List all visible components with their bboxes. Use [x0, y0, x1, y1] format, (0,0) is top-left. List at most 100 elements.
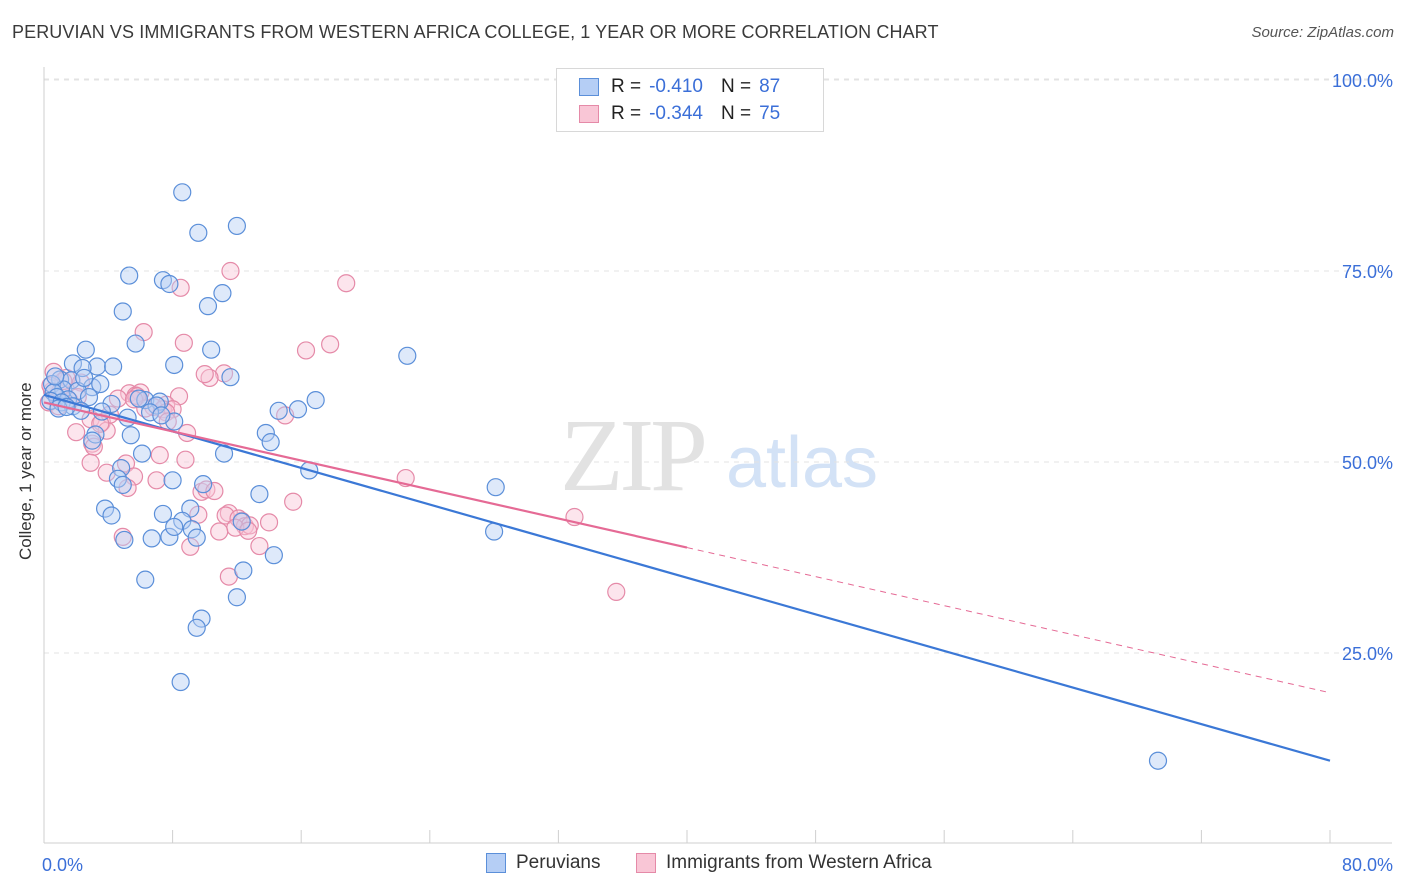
series-peruvians-points	[41, 183, 1168, 770]
legend-swatch-western-africa	[579, 105, 599, 123]
legend-r-value: -0.344	[649, 103, 703, 124]
data-point-peruvians	[46, 367, 65, 386]
data-point-peruvians	[173, 183, 192, 202]
data-point-peruvians	[234, 561, 253, 580]
data-point-peruvians	[227, 588, 246, 607]
data-point-peruvians	[232, 512, 251, 531]
x-tick-label-max: 80.0%	[1342, 855, 1393, 875]
bottom-legend-swatch-western-africa	[636, 853, 656, 873]
trendline-western-africa-extrapolated	[686, 547, 1331, 694]
data-point-peruvians	[189, 223, 208, 242]
legend-n-value: 87	[759, 76, 781, 97]
data-point-peruvians	[129, 389, 148, 408]
data-point-peruvians	[136, 570, 155, 589]
data-point-peruvians	[182, 520, 201, 539]
data-point-western-africa	[210, 522, 229, 541]
data-point-peruvians	[102, 394, 121, 414]
data-point-western-africa	[607, 582, 626, 601]
data-point-peruvians	[104, 357, 123, 376]
data-point-peruvians	[227, 216, 246, 236]
data-point-western-africa	[192, 482, 211, 501]
data-point-peruvians	[250, 484, 269, 504]
correlation-legend: R = -0.410 N = 87 R = -0.344 N = 75	[556, 68, 824, 132]
trendline-western-africa	[43, 401, 688, 549]
data-point-western-africa	[118, 478, 137, 498]
data-point-peruvians	[113, 302, 132, 321]
data-point-peruvians	[83, 431, 102, 450]
data-point-western-africa	[195, 365, 214, 384]
data-point-peruvians	[192, 609, 211, 628]
trendlines	[43, 393, 1331, 762]
legend-swatch-peruvians	[579, 78, 599, 96]
data-point-peruvians	[187, 618, 206, 637]
data-point-peruvians	[202, 340, 221, 359]
data-point-western-africa	[113, 527, 132, 546]
data-point-western-africa	[176, 450, 195, 469]
data-point-peruvians	[121, 426, 140, 445]
bottom-legend-label-western-africa: Immigrants from Western Africa	[666, 852, 932, 873]
data-point-western-africa	[296, 341, 316, 360]
data-point-western-africa	[284, 492, 303, 511]
bottom-legend-peruvians: Peruvians	[486, 852, 601, 874]
legend-n-label: N =	[720, 76, 752, 97]
data-point-peruvians	[147, 396, 166, 415]
y-tick-label: 50.0%	[1342, 453, 1393, 473]
legend-row-western-africa: R = -0.344 N = 75	[579, 102, 780, 126]
data-point-peruvians	[288, 400, 308, 419]
legend-r-label: R =	[611, 76, 642, 97]
data-point-peruvians	[132, 444, 152, 463]
data-point-western-africa	[259, 513, 279, 532]
data-point-peruvians	[102, 506, 121, 525]
bottom-legend-western-africa: Immigrants from Western Africa	[636, 852, 932, 874]
legend-n-label: N =	[720, 103, 752, 124]
data-point-peruvians	[91, 374, 110, 394]
data-point-western-africa	[97, 463, 116, 482]
axes	[43, 67, 1392, 844]
data-point-peruvians	[152, 406, 171, 425]
legend-n-value: 75	[759, 103, 781, 124]
source-label: Source: ZipAtlas.com	[1251, 24, 1394, 41]
data-point-western-africa	[205, 481, 224, 501]
data-point-peruvians	[126, 334, 145, 353]
watermark-zip: ZIP	[560, 398, 704, 513]
x-tick-label-min: 0.0%	[42, 855, 83, 875]
data-point-peruvians	[256, 423, 275, 443]
data-point-western-africa	[147, 471, 166, 490]
legend-r-value: -0.410	[649, 76, 703, 97]
data-point-peruvians	[306, 391, 325, 410]
data-point-peruvians	[171, 672, 190, 692]
data-point-western-africa	[150, 446, 169, 465]
data-point-peruvians	[115, 530, 134, 550]
data-point-peruvians	[221, 368, 240, 387]
data-point-western-africa	[221, 261, 240, 281]
zipatlas-watermark: ZIP atlas	[560, 398, 878, 513]
data-point-peruvians	[95, 499, 115, 518]
data-point-peruvians	[76, 340, 95, 359]
data-point-peruvians	[198, 297, 218, 316]
data-point-western-africa	[337, 274, 356, 293]
data-point-peruvians	[113, 475, 132, 495]
bottom-legend-swatch-peruvians	[486, 853, 506, 873]
data-point-peruvians	[261, 433, 280, 452]
data-point-peruvians	[187, 528, 206, 547]
legend-r-label: R =	[611, 103, 642, 124]
data-point-peruvians	[108, 469, 128, 488]
data-point-peruvians	[165, 355, 184, 375]
y-tick-label: 25.0%	[1342, 644, 1393, 664]
data-point-western-africa	[174, 333, 193, 352]
data-point-peruvians	[163, 471, 182, 490]
data-point-western-africa	[250, 536, 269, 556]
data-point-peruvians	[269, 401, 288, 420]
data-point-peruvians	[153, 504, 173, 524]
data-point-peruvians	[140, 403, 160, 422]
data-point-peruvians	[398, 346, 417, 365]
data-point-peruvians	[87, 357, 107, 376]
data-point-western-africa	[239, 521, 258, 540]
data-point-peruvians	[160, 527, 179, 546]
data-point-peruvians	[1148, 751, 1168, 770]
data-point-western-africa	[321, 335, 340, 354]
data-point-peruvians	[79, 387, 99, 407]
data-point-western-africa	[67, 423, 86, 442]
data-point-peruvians	[75, 368, 94, 388]
